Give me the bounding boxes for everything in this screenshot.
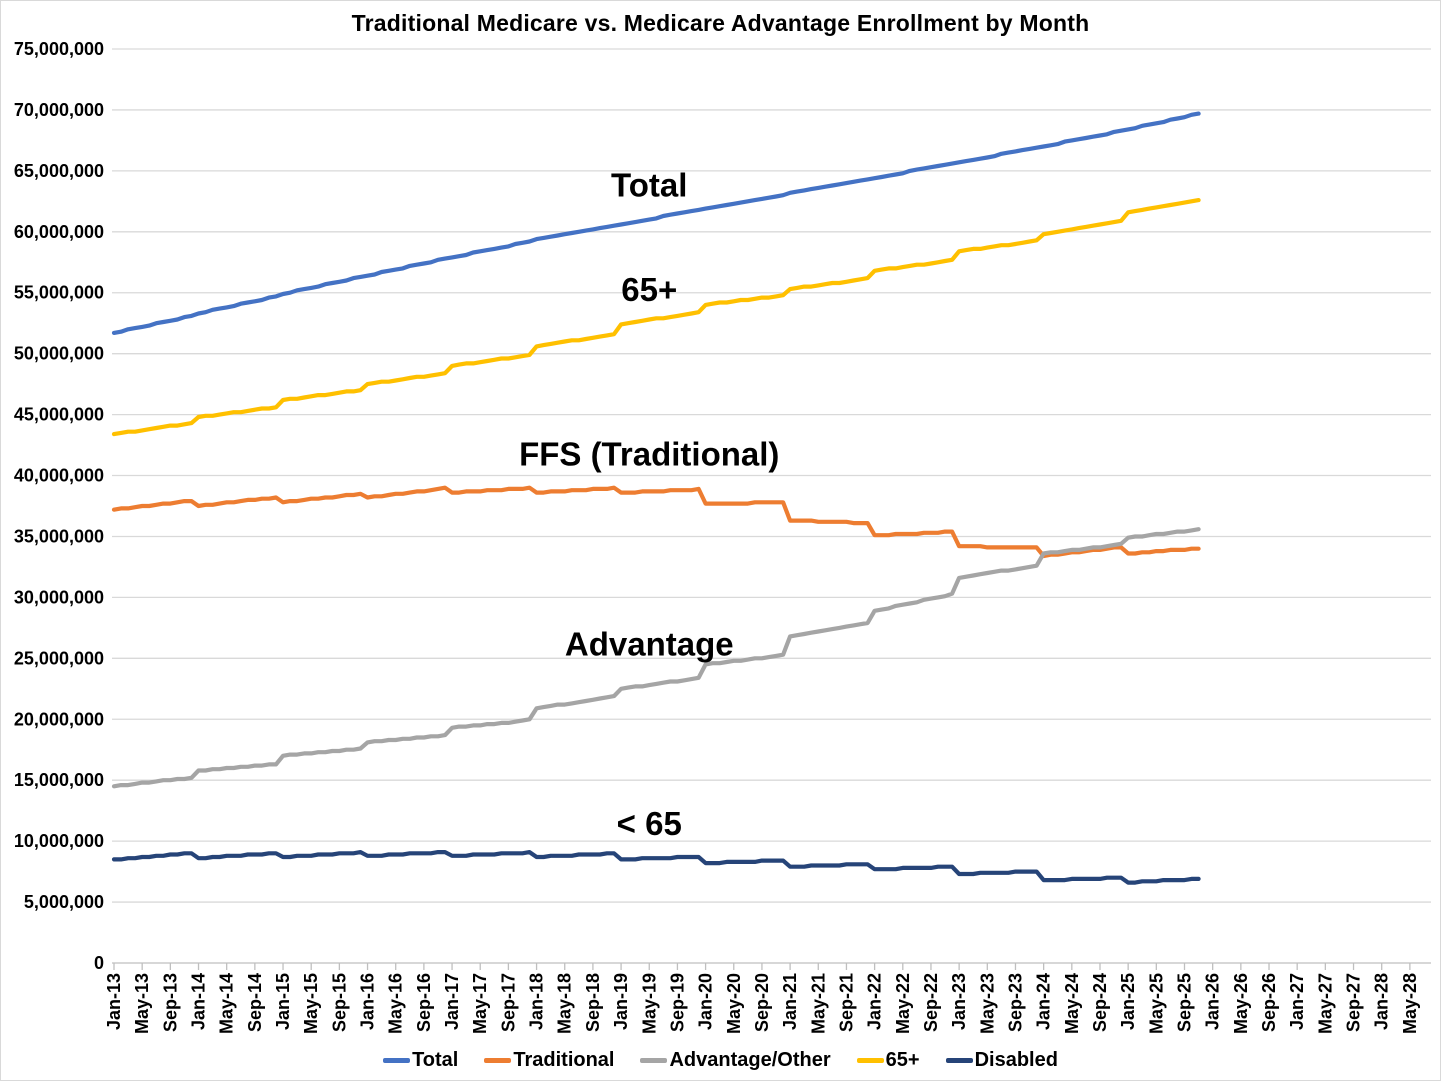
x-tick-label: May-20 <box>724 973 744 1034</box>
x-tick-label: May-23 <box>977 973 997 1034</box>
y-tick-label: 40,000,000 <box>14 466 104 486</box>
x-tick-label: May-14 <box>217 973 237 1034</box>
series-label-annotation: FFS (Traditional) <box>519 436 779 473</box>
x-tick-label: May-15 <box>301 973 321 1034</box>
x-axis-labels: Jan-13 May-13 Sep-13 Jan-14 May-14 Sep-14 Jan-… <box>104 973 1420 1034</box>
y-tick-label: 25,000,000 <box>14 648 104 668</box>
series-label-annotation: 65+ <box>621 271 677 308</box>
chart-title: Traditional Medicare vs. Medicare Advant… <box>351 10 1090 36</box>
series-label-annotation: Advantage <box>565 626 734 663</box>
x-tick-label: Sep-16 <box>414 973 434 1032</box>
y-tick-label: 50,000,000 <box>14 344 104 364</box>
legend-label: Total <box>412 1049 459 1071</box>
legend-label: Traditional <box>513 1049 615 1071</box>
y-axis-labels: 0 5,000,000 10,000,000 15,000,000 20,000,000… <box>14 39 104 973</box>
series-label-annotation: Total <box>611 166 687 203</box>
x-tick-label: May-25 <box>1146 973 1166 1034</box>
x-tick-label: Jan-15 <box>273 973 293 1030</box>
x-tick-label: Sep-22 <box>921 973 941 1032</box>
legend-item-advantage-other: Advantage/Other <box>640 1049 831 1072</box>
y-tick-label: 55,000,000 <box>14 283 104 303</box>
y-tick-label: 35,000,000 <box>14 526 104 546</box>
legend-label: 65+ <box>885 1049 920 1071</box>
legend-item-traditional: Traditional <box>484 1049 614 1072</box>
legend-line-swatch-icon <box>484 1058 512 1063</box>
legend-line-swatch-icon <box>945 1058 973 1063</box>
x-tick-label: Jan-14 <box>189 973 209 1030</box>
x-axis-ticks <box>113 963 1411 970</box>
series-line-traditional <box>111 485 1201 559</box>
x-tick-label: Sep-23 <box>1005 973 1025 1032</box>
series-line-disabled <box>111 849 1201 885</box>
series-line-advantage-other <box>111 527 1201 789</box>
series-line-total <box>111 111 1201 335</box>
x-tick-label: Jan-20 <box>696 973 716 1030</box>
x-tick-label: Jan-21 <box>780 973 800 1030</box>
y-tick-label: 10,000,000 <box>14 831 104 851</box>
x-tick-label: Jan-25 <box>1118 973 1138 1030</box>
x-tick-label: May-21 <box>808 973 828 1034</box>
x-tick-label: Sep-15 <box>329 973 349 1032</box>
legend-line-swatch-icon <box>383 1058 411 1063</box>
y-tick-label: 15,000,000 <box>14 770 104 790</box>
legend-label: Disabled <box>974 1049 1058 1071</box>
gridlines <box>112 48 1431 964</box>
x-tick-label: Sep-27 <box>1344 973 1364 1032</box>
series-line-65- <box>111 198 1201 437</box>
legend-item-65-: 65+ <box>856 1049 920 1072</box>
legend-label: Advantage/Other <box>669 1049 831 1071</box>
x-tick-label: Jan-26 <box>1203 973 1223 1030</box>
x-tick-label: Sep-24 <box>1090 973 1110 1032</box>
x-tick-label: May-27 <box>1315 973 1335 1034</box>
legend: Total Traditional Advantage/Other 65+ Disabl… <box>1 1049 1440 1072</box>
legend-line-swatch-icon <box>640 1058 668 1063</box>
x-tick-label: May-22 <box>893 973 913 1034</box>
x-tick-label: Sep-25 <box>1175 973 1195 1032</box>
x-tick-label: Sep-20 <box>752 973 772 1032</box>
x-tick-label: Sep-19 <box>667 973 687 1032</box>
x-tick-label: Jan-22 <box>865 973 885 1030</box>
x-tick-label: May-19 <box>639 973 659 1034</box>
y-tick-label: 60,000,000 <box>14 222 104 242</box>
x-tick-label: May-17 <box>470 973 490 1034</box>
series-annotations: Total 65+ FFS (Traditional) Advantage < 65 <box>519 166 779 842</box>
x-tick-label: Jan-13 <box>104 973 124 1030</box>
x-tick-label: Sep-26 <box>1259 973 1279 1032</box>
x-tick-label: Jan-28 <box>1372 973 1392 1030</box>
x-tick-label: Sep-18 <box>583 973 603 1032</box>
x-tick-label: Jan-16 <box>358 973 378 1030</box>
y-tick-label: 75,000,000 <box>14 39 104 59</box>
x-tick-label: Jan-18 <box>527 973 547 1030</box>
y-tick-label: 70,000,000 <box>14 100 104 120</box>
x-tick-label: Jan-24 <box>1034 973 1054 1030</box>
x-tick-label: Sep-21 <box>836 973 856 1032</box>
y-tick-label: 0 <box>94 953 104 973</box>
series-label-annotation: < 65 <box>617 805 682 842</box>
x-tick-label: May-24 <box>1062 973 1082 1034</box>
x-tick-label: Jan-19 <box>611 973 631 1030</box>
x-tick-label: May-16 <box>386 973 406 1034</box>
x-tick-label: Sep-17 <box>498 973 518 1032</box>
x-tick-label: May-28 <box>1400 973 1420 1034</box>
x-tick-label: Jan-23 <box>949 973 969 1030</box>
y-tick-label: 20,000,000 <box>14 709 104 729</box>
y-tick-label: 45,000,000 <box>14 405 104 425</box>
y-tick-label: 5,000,000 <box>24 892 104 912</box>
legend-item-disabled: Disabled <box>945 1049 1058 1072</box>
x-tick-label: May-18 <box>555 973 575 1034</box>
y-tick-label: 65,000,000 <box>14 161 104 181</box>
legend-line-swatch-icon <box>856 1058 884 1063</box>
legend-item-total: Total <box>383 1049 458 1072</box>
x-tick-label: Sep-13 <box>160 973 180 1032</box>
series-lines <box>111 111 1201 885</box>
x-tick-label: May-13 <box>132 973 152 1034</box>
x-tick-label: Jan-27 <box>1287 973 1307 1030</box>
x-tick-label: Jan-17 <box>442 973 462 1030</box>
x-tick-label: May-26 <box>1231 973 1251 1034</box>
x-tick-label: Sep-14 <box>245 973 265 1032</box>
y-tick-label: 30,000,000 <box>14 587 104 607</box>
